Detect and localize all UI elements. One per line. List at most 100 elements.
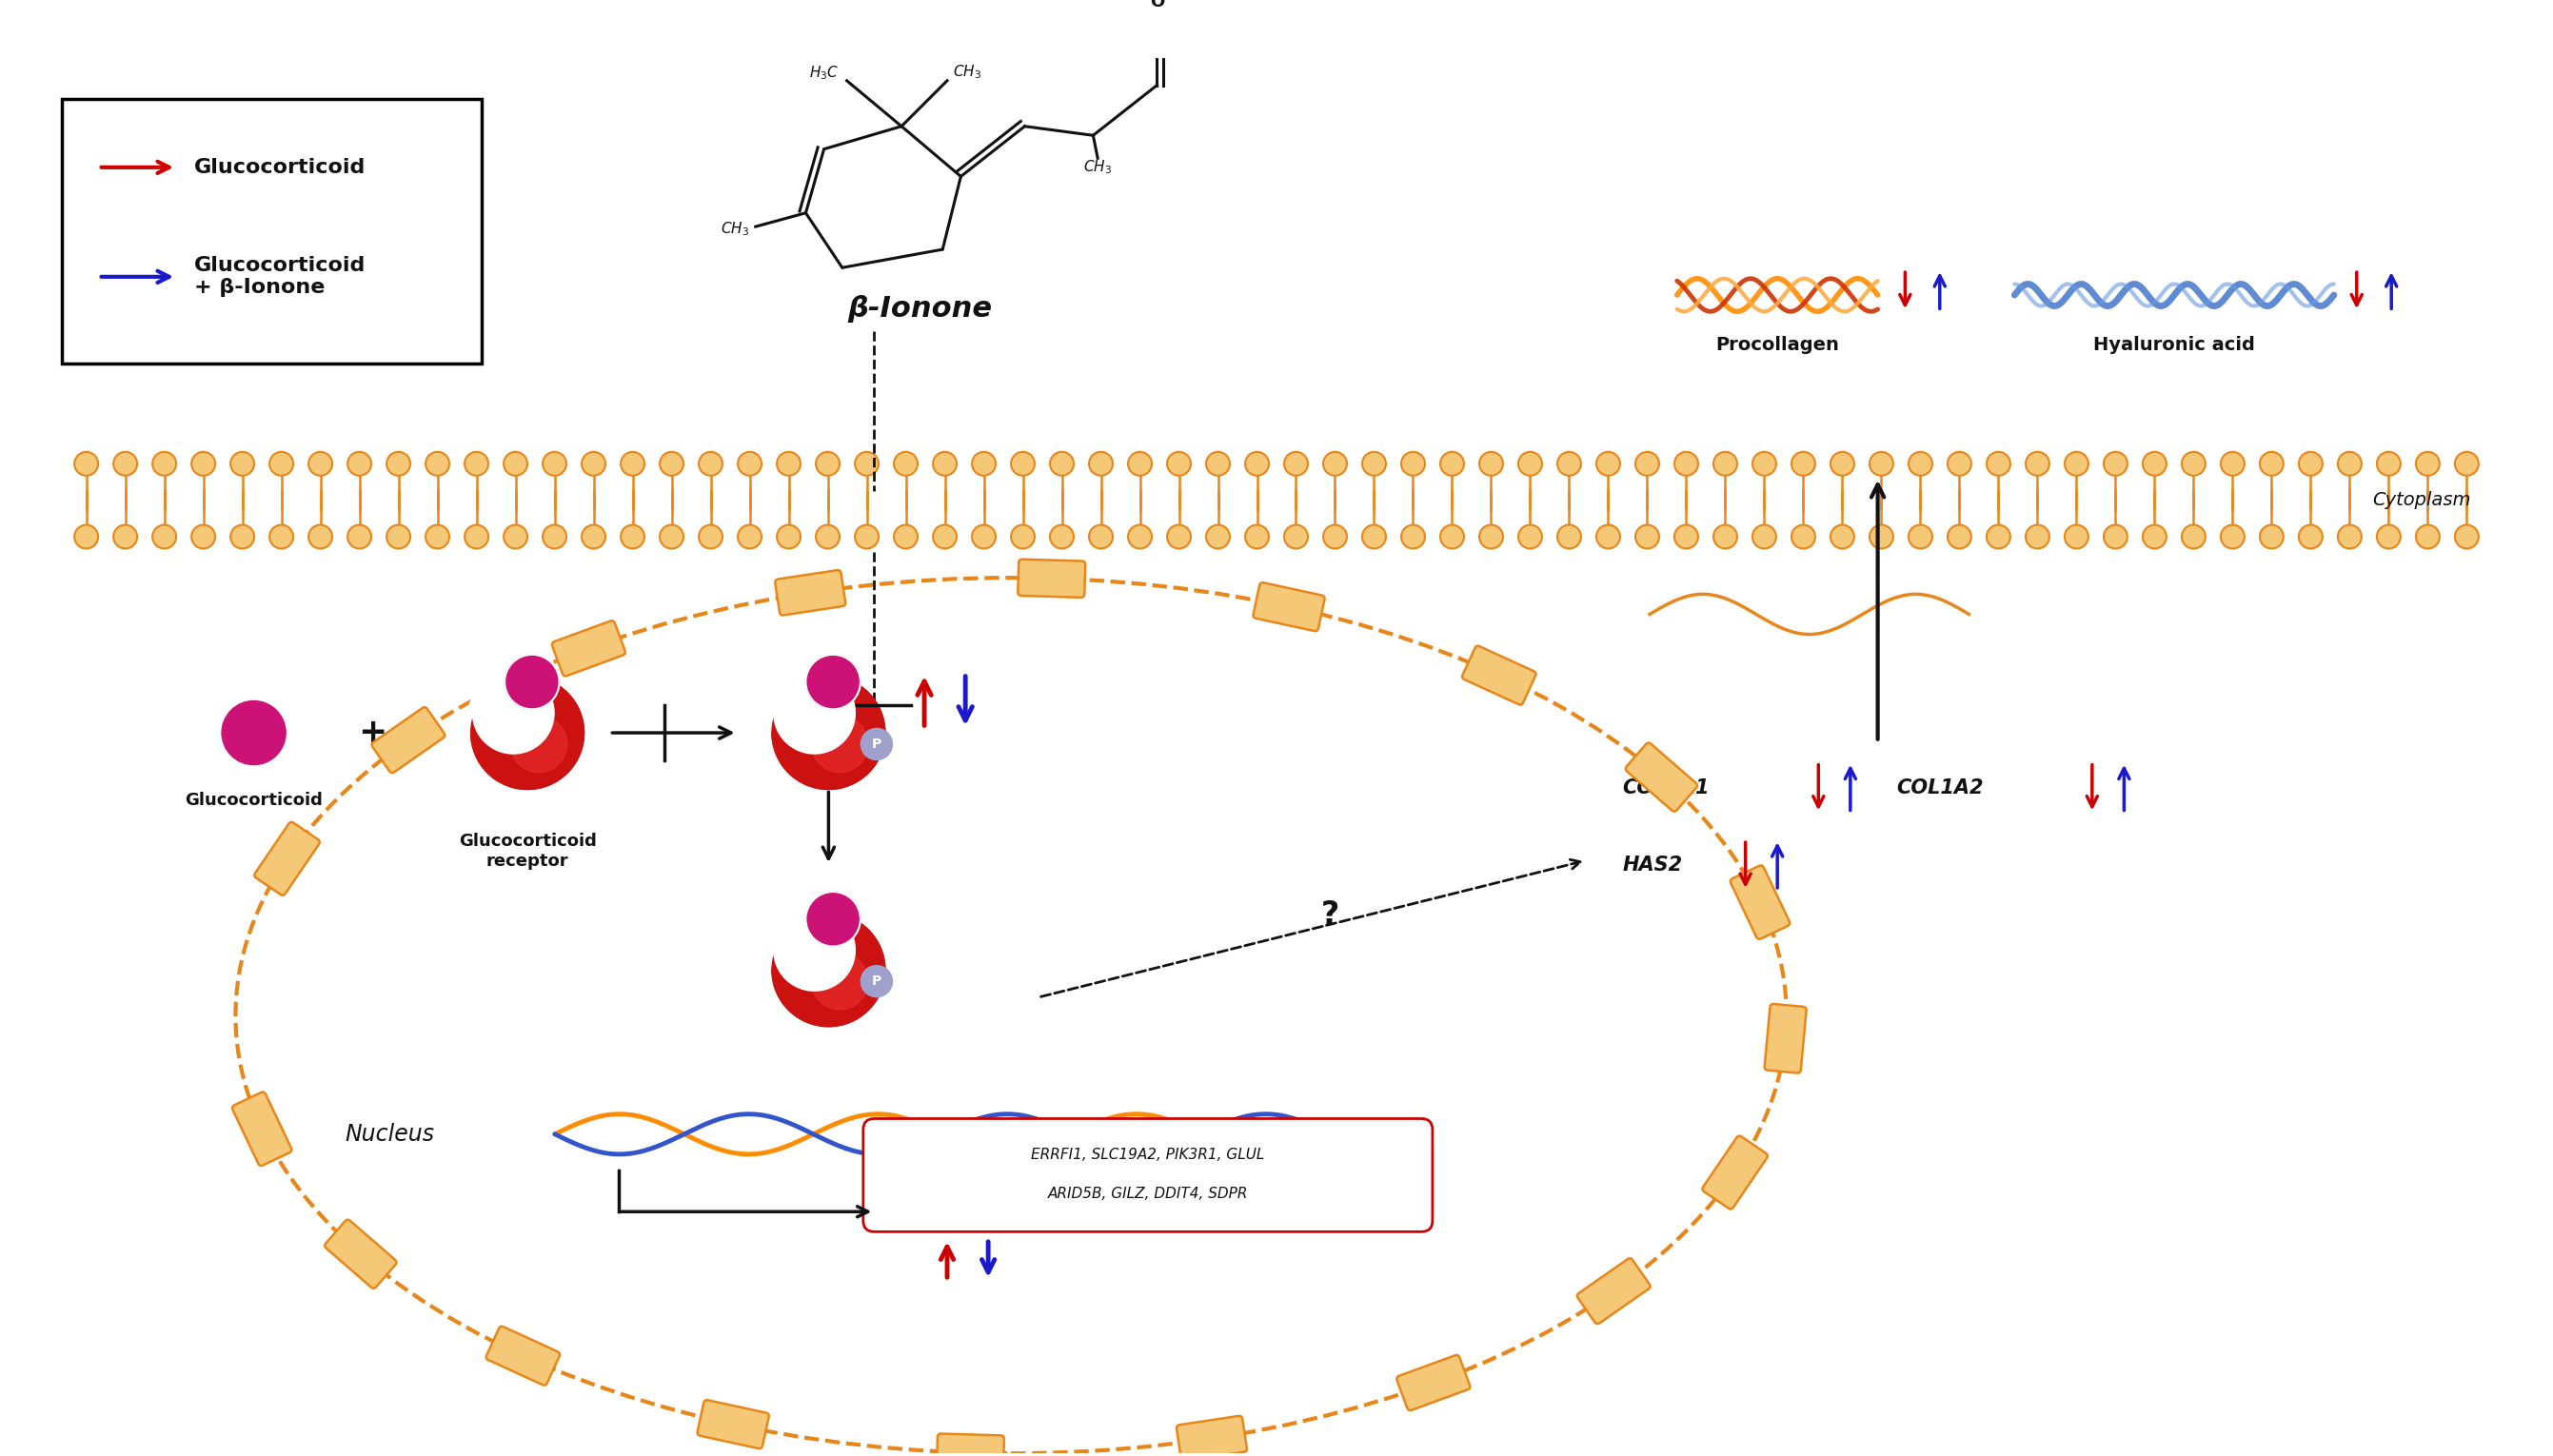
Circle shape [347, 451, 370, 476]
Circle shape [894, 451, 917, 476]
Circle shape [1246, 451, 1269, 476]
Circle shape [860, 965, 894, 997]
Circle shape [465, 524, 488, 549]
Text: $CH_3$: $CH_3$ [720, 220, 748, 239]
Circle shape [2339, 524, 2362, 549]
Circle shape [700, 524, 722, 549]
Text: Glucocorticoid: Glucocorticoid [194, 157, 365, 176]
Circle shape [1869, 524, 1894, 549]
Circle shape [503, 524, 528, 549]
Circle shape [1948, 524, 1971, 549]
FancyBboxPatch shape [61, 99, 483, 364]
Circle shape [2377, 451, 2400, 476]
Circle shape [426, 451, 449, 476]
Circle shape [1128, 524, 1151, 549]
Circle shape [1557, 451, 1580, 476]
Circle shape [1751, 451, 1777, 476]
Circle shape [112, 524, 138, 549]
Circle shape [768, 674, 855, 759]
Circle shape [1792, 451, 1815, 476]
Circle shape [2221, 524, 2244, 549]
Circle shape [1831, 524, 1853, 549]
Circle shape [1636, 524, 1659, 549]
Circle shape [1713, 451, 1736, 476]
Circle shape [1910, 451, 1933, 476]
Circle shape [1011, 451, 1034, 476]
Circle shape [2259, 451, 2282, 476]
Circle shape [582, 451, 605, 476]
Circle shape [467, 674, 554, 759]
Circle shape [1675, 524, 1698, 549]
Text: Hyaluronic acid: Hyaluronic acid [2093, 336, 2254, 354]
Circle shape [2142, 451, 2167, 476]
Circle shape [2339, 451, 2362, 476]
Circle shape [1440, 451, 1463, 476]
Circle shape [222, 700, 286, 764]
Circle shape [386, 451, 411, 476]
Circle shape [932, 451, 957, 476]
Circle shape [470, 676, 585, 789]
Circle shape [472, 673, 554, 754]
Circle shape [2025, 451, 2050, 476]
Circle shape [1792, 524, 1815, 549]
Text: O: O [1149, 0, 1164, 10]
Circle shape [74, 451, 97, 476]
Circle shape [812, 716, 868, 772]
Circle shape [807, 655, 860, 709]
FancyBboxPatch shape [485, 1326, 559, 1385]
Circle shape [2377, 524, 2400, 549]
Circle shape [812, 954, 868, 1009]
Text: ?: ? [1320, 900, 1340, 930]
Circle shape [855, 451, 878, 476]
Circle shape [271, 524, 294, 549]
Circle shape [1869, 451, 1894, 476]
Circle shape [771, 913, 886, 1026]
FancyBboxPatch shape [937, 1434, 1003, 1456]
Circle shape [1478, 451, 1504, 476]
Circle shape [771, 913, 886, 1026]
Circle shape [932, 524, 957, 549]
Circle shape [1205, 524, 1231, 549]
Circle shape [511, 716, 567, 772]
Circle shape [2415, 524, 2441, 549]
Circle shape [973, 451, 996, 476]
Circle shape [700, 451, 722, 476]
Circle shape [347, 524, 370, 549]
Text: $H_3C$: $H_3C$ [809, 64, 840, 83]
Text: Glucocorticoid
+ β-Ionone: Glucocorticoid + β-Ionone [194, 256, 365, 297]
FancyBboxPatch shape [373, 708, 444, 773]
FancyBboxPatch shape [776, 571, 845, 616]
Circle shape [1557, 524, 1580, 549]
Circle shape [74, 524, 97, 549]
Circle shape [771, 676, 886, 789]
Circle shape [503, 451, 528, 476]
Text: $CH_3$: $CH_3$ [952, 63, 980, 80]
Text: ARID5B, GILZ, DDIT4, SDPR: ARID5B, GILZ, DDIT4, SDPR [1047, 1187, 1248, 1201]
Text: β-Ionone: β-Ionone [848, 296, 993, 322]
FancyBboxPatch shape [1463, 646, 1537, 705]
Circle shape [659, 451, 684, 476]
Text: COL1A2: COL1A2 [1897, 778, 1984, 796]
Text: Cytoplasm: Cytoplasm [2372, 491, 2471, 510]
Circle shape [1986, 451, 2009, 476]
Text: Glucocorticoid
receptor: Glucocorticoid receptor [460, 833, 597, 871]
FancyBboxPatch shape [551, 620, 625, 676]
Circle shape [2183, 451, 2206, 476]
Circle shape [1948, 451, 1971, 476]
Circle shape [1751, 524, 1777, 549]
Text: COL1A1: COL1A1 [1621, 778, 1711, 796]
Circle shape [774, 910, 855, 992]
Text: Procollagen: Procollagen [1716, 336, 1838, 354]
Circle shape [807, 891, 860, 946]
Circle shape [1596, 524, 1621, 549]
FancyBboxPatch shape [1703, 1136, 1767, 1208]
Circle shape [1167, 524, 1190, 549]
Circle shape [774, 673, 855, 754]
Circle shape [817, 451, 840, 476]
Circle shape [1246, 524, 1269, 549]
Circle shape [1986, 524, 2009, 549]
Circle shape [2065, 524, 2088, 549]
Circle shape [620, 524, 643, 549]
Text: +: + [357, 716, 388, 748]
Circle shape [817, 524, 840, 549]
